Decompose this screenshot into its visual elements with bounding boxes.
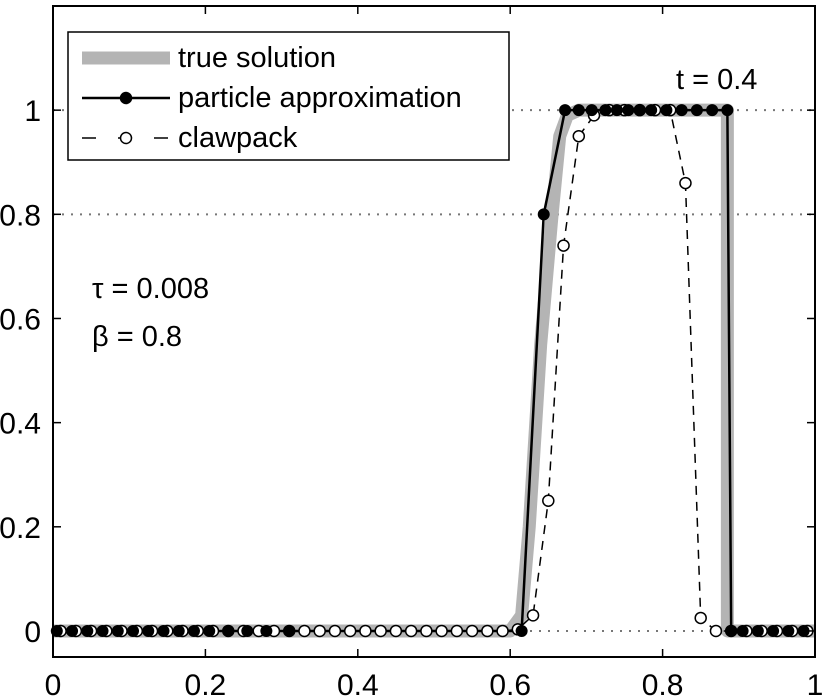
particle-approximation-point <box>260 624 273 637</box>
particle-approximation-point <box>736 624 749 637</box>
particle-approximation-point <box>537 208 550 221</box>
particle-approximation-point <box>127 624 140 637</box>
particle-approximation-point <box>721 104 734 117</box>
clawpack-point <box>298 624 311 638</box>
clawpack-point <box>542 494 555 508</box>
particle-approximation-point <box>660 104 673 117</box>
particle-approximation-point <box>645 104 658 117</box>
tau-annotation: τ = 0.008 <box>92 273 209 305</box>
clawpack-point <box>343 624 357 638</box>
y-tick-label: 0.6 <box>0 303 41 336</box>
particle-approximation-point <box>706 104 719 117</box>
particle-approximation-point <box>142 624 155 637</box>
clawpack-point <box>450 624 464 638</box>
reference-lines <box>53 109 815 632</box>
particle-approximation-point <box>633 104 646 117</box>
beta-annotation: β = 0.8 <box>92 321 182 353</box>
series-true-solution-line <box>53 103 815 638</box>
clawpack-point <box>404 624 418 638</box>
particle-approximation-point <box>622 104 635 117</box>
particle-approximation-point <box>515 624 528 637</box>
y-tick-label: 0.2 <box>0 512 41 545</box>
particle-approximation-point <box>172 624 185 637</box>
y-tick-label: 1 <box>24 95 41 128</box>
particle-approximation-point <box>751 624 764 637</box>
x-tick-label: 0.8 <box>642 669 684 698</box>
clawpack-point <box>557 239 570 252</box>
particle-approximation-point <box>81 624 94 637</box>
clawpack-point <box>496 624 509 638</box>
x-tick-label: 0.4 <box>337 669 379 698</box>
series-layer <box>50 103 815 638</box>
particle-approximation-point <box>690 104 703 117</box>
axes-frame <box>52 5 816 658</box>
y-tick-label: 0.8 <box>0 199 41 232</box>
y-tick-label: 0 <box>24 616 41 649</box>
x-tick-label: 0.6 <box>489 669 531 698</box>
clawpack-point <box>435 624 448 638</box>
particle-approximation-point <box>187 624 200 637</box>
clawpack-point <box>572 129 586 143</box>
particle-approximation-point <box>675 104 688 117</box>
particle-approximation-point <box>599 104 612 117</box>
particle-approximation-point <box>241 624 254 637</box>
clawpack-point <box>465 624 479 638</box>
particle-approximation-point <box>610 104 623 117</box>
particle-approximation-point <box>585 104 598 117</box>
x-tick-label: 0 <box>45 669 62 698</box>
particle-approximation-point <box>782 624 795 637</box>
legend: true solution particle approximation cla… <box>67 31 510 161</box>
ticks: 0 0.2 0.4 0.6 0.8 1 0 0.2 0.4 0.6 0.8 1 <box>0 6 823 698</box>
clawpack-point <box>526 609 540 622</box>
legend-marker-particle-approximation <box>119 91 133 105</box>
legend-marker-clawpack <box>119 131 133 145</box>
clawpack-point <box>313 624 326 638</box>
particle-approximation-point <box>283 624 296 637</box>
particle-approximation-point <box>767 624 780 637</box>
particle-approximation-point <box>157 624 170 637</box>
time-annotation: t = 0.4 <box>676 64 757 96</box>
clawpack-point <box>481 624 494 638</box>
clawpack-point <box>420 624 433 638</box>
particle-approximation-point <box>96 624 109 637</box>
clawpack-point <box>679 176 692 190</box>
series-clawpack-line <box>60 109 808 632</box>
particle-approximation-point <box>572 104 585 117</box>
particle-approximation-point <box>222 624 235 637</box>
clawpack-point <box>694 611 707 625</box>
x-tick-label: 1 <box>807 669 824 698</box>
legend-label-true-solution: true solution <box>178 42 336 74</box>
particle-approximation-point <box>111 624 124 637</box>
legend-label-clawpack: clawpack <box>178 122 298 154</box>
y-tick-label: 0.4 <box>0 408 41 441</box>
legend-label-particle-approximation: particle approximation <box>178 82 462 114</box>
clawpack-point <box>359 624 372 638</box>
clawpack-point <box>374 624 387 638</box>
clawpack-point <box>389 624 403 638</box>
x-tick-label: 0.2 <box>185 669 227 698</box>
particle-approximation-point <box>66 624 79 637</box>
clawpack-point <box>328 624 342 638</box>
particle-approximation-point <box>203 624 216 637</box>
clawpack-point <box>709 624 723 638</box>
particle-approximation-point <box>725 624 738 637</box>
particle-approximation-point <box>559 104 572 117</box>
series-particle-approximation-line <box>56 108 804 633</box>
